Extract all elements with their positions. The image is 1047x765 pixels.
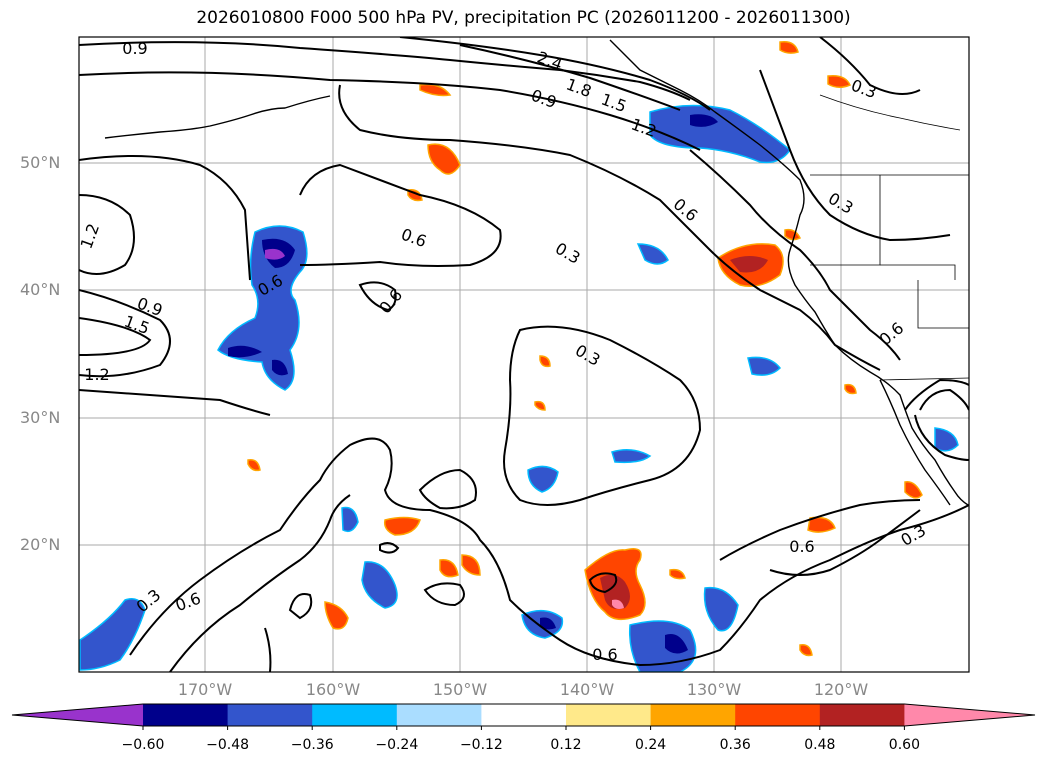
contour-label: 0.6 [399, 225, 429, 252]
contour-label: 0.6 [173, 589, 203, 616]
lon-label: 160°W [305, 680, 361, 699]
contour-label: 0.3 [849, 76, 879, 103]
map-title: 2026010800 F000 500 hPa PV, precipitatio… [196, 8, 851, 28]
colorbar-tick-label: −0.48 [206, 737, 250, 753]
colorbar-tick-label: 0.60 [888, 737, 920, 753]
colorbar-tick-label: 0.36 [719, 737, 751, 753]
lat-label: 30°N [20, 408, 61, 427]
contour-label: 1.2 [77, 221, 104, 251]
contour-label: 0.9 [529, 86, 559, 113]
lon-label: 170°W [177, 680, 233, 699]
lon-label: 150°W [432, 680, 488, 699]
colorbar-segment [650, 704, 736, 726]
colorbar-segment [396, 704, 482, 726]
colorbar-tick-label: −0.36 [290, 737, 334, 753]
colorbar-segment [227, 704, 313, 726]
colorbar-tick-label: 0.48 [804, 737, 836, 753]
colorbar-extend-max [904, 704, 1035, 726]
colorbar-tick-label: −0.12 [459, 737, 503, 753]
colorbar-tick-label: −0.24 [375, 737, 419, 753]
coastline [104, 39, 969, 506]
colorbar-tick-label: −0.60 [121, 737, 165, 753]
precip-negative [79, 104, 959, 672]
colorbar-tick-label: 0.24 [635, 737, 667, 753]
lon-label: 120°W [813, 680, 869, 699]
colorbar-segment [481, 704, 567, 726]
colorbar-tick-label: 0.12 [550, 737, 582, 753]
colorbar-segment [566, 704, 652, 726]
precip-purple [265, 248, 285, 260]
contour-label: 0.6 [592, 645, 617, 664]
borders [810, 94, 969, 381]
colorbar-segment [143, 704, 229, 726]
contour-label: 1.2 [84, 365, 109, 384]
colorbar-segment [312, 704, 398, 726]
contour-label: 0.6 [789, 537, 814, 556]
contour-label: 0.3 [572, 341, 604, 370]
map-frame [78, 36, 970, 673]
precip-pink [612, 599, 624, 609]
lon-label: 140°W [559, 680, 615, 699]
gridlines [79, 37, 969, 672]
pv-contours [79, 37, 969, 672]
contour-labels: 0.9 2.41.81.50.91.20.30.30.61.2 0.60.30.60… [77, 39, 929, 664]
lat-label: 40°N [20, 280, 61, 299]
colorbar-segment [819, 704, 905, 726]
contour-label: 0.3 [552, 239, 584, 268]
precip-strong-positive [600, 256, 768, 609]
contour-label: 0.6 [670, 194, 702, 225]
contour-label: 0.9 [122, 39, 147, 58]
lat-label: 20°N [20, 535, 61, 554]
precip-positive [247, 40, 923, 657]
colorbar-extend-min [12, 704, 143, 726]
lat-label: 50°N [20, 153, 61, 172]
lon-label: 130°W [686, 680, 742, 699]
contour-label: 0.6 [876, 318, 908, 349]
colorbar-segment [735, 704, 821, 726]
colorbar [11, 703, 1036, 730]
